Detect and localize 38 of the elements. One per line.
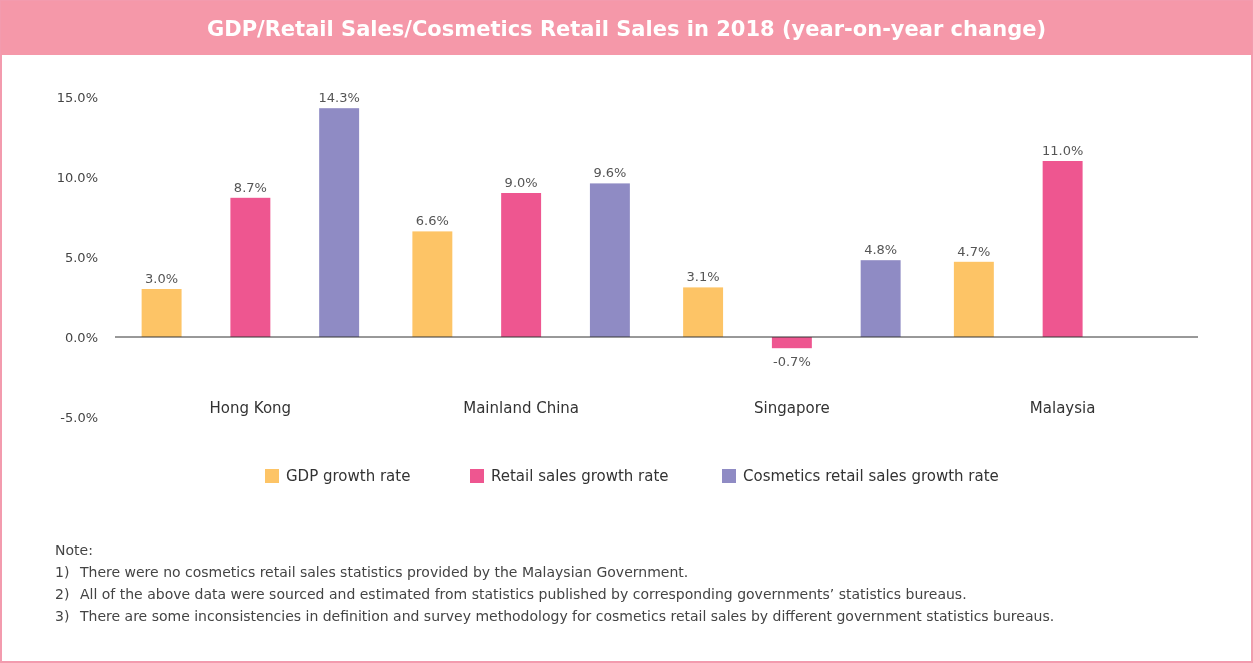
x-tick-label: Malaysia — [1029, 399, 1096, 417]
bar — [860, 260, 901, 337]
y-tick-label: -5.0% — [60, 410, 98, 425]
data-label: 4.8% — [864, 242, 898, 258]
legend-label: Cosmetics retail sales growth rate — [743, 467, 999, 485]
data-label: 3.1% — [686, 269, 720, 285]
text: 1) There were no cosmetics retail sales statistics provided by the Malaysian Government. — [55, 564, 689, 580]
data-label: 3.0% — [145, 271, 179, 286]
bar — [319, 108, 360, 337]
data-label: -0.7% — [773, 354, 811, 370]
x-tick-label: Mainland China — [463, 399, 580, 417]
data-label: 6.6% — [415, 213, 449, 229]
y-tick-label: 5.0% — [64, 250, 98, 265]
data-label: 9.6% — [593, 165, 627, 181]
bar — [230, 197, 271, 337]
bar — [141, 289, 182, 337]
y-tick-label: 15.0% — [56, 90, 98, 105]
text: Note: — [55, 542, 93, 558]
bar — [1042, 161, 1083, 337]
y-tick-label: 0.0% — [64, 330, 98, 345]
y-tick-label: 10.0% — [56, 170, 98, 185]
x-tick-label: Hong Kong — [209, 399, 292, 417]
bar — [589, 183, 630, 337]
data-label: 8.7% — [233, 179, 267, 195]
data-label: 9.0% — [504, 175, 538, 190]
bar — [683, 287, 724, 337]
legend-label: GDP growth rate — [286, 467, 411, 485]
x-tick-label: Singapore — [754, 399, 830, 417]
legend-label: Retail sales growth rate — [491, 467, 669, 485]
bar — [501, 193, 542, 337]
data-label: 11.0% — [1041, 143, 1084, 158]
data-label: 14.3% — [318, 90, 360, 106]
text: 2) All of the above data were sourced and estimated from statistics published by corresponding governments’ statistics bureaus. — [55, 586, 967, 602]
data-label: 4.7% — [957, 243, 991, 259]
chart-title: GDP/Retail Sales/Cosmetics Retail Sales in 2018 (year-on-year change) — [206, 17, 1047, 41]
text: 3) There are some inconsistencies in definition and survey methodology for cosmetics retail sales by different government statistics bureaus. — [55, 608, 1055, 624]
bar — [412, 231, 453, 337]
bar — [953, 261, 994, 337]
